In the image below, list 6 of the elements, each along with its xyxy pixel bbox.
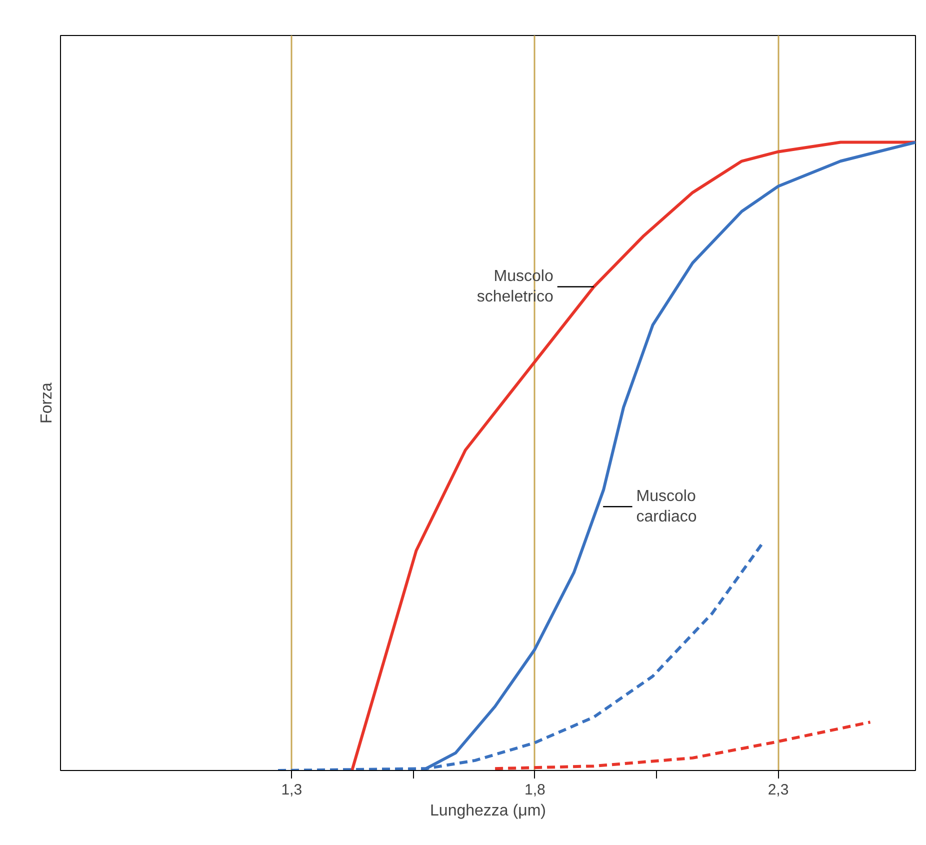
annotation: Muscolo cardiaco [636,488,697,526]
x-axis-title: Lunghezza (μm) [430,802,546,820]
x-tick-label: 1,3 [281,782,302,798]
x-tick-label: 1,8 [524,782,546,798]
x-tick-label: 2,3 [768,782,789,798]
y-axis-title: Forza [38,382,56,424]
